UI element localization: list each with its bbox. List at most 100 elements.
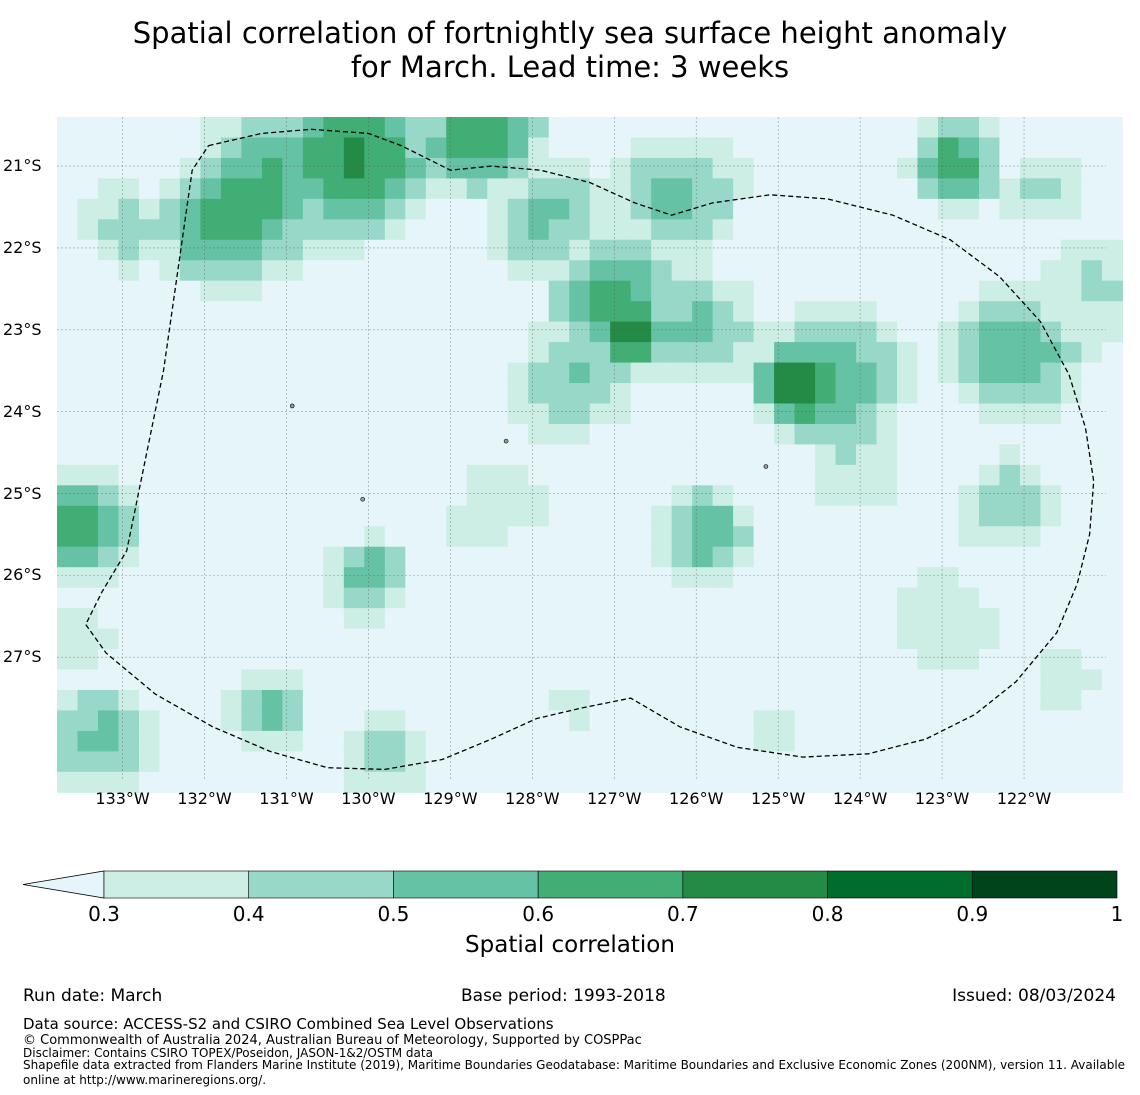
- grid-cell: [57, 362, 79, 384]
- grid-cell: [651, 710, 673, 732]
- grid-cell: [569, 689, 591, 712]
- colorbar-tick-label: 0.9: [956, 902, 989, 926]
- grid-cell: [548, 567, 570, 589]
- grid-cell: [548, 649, 570, 671]
- grid-cell: [487, 239, 509, 261]
- grid-cell: [999, 403, 1021, 425]
- grid-cell: [999, 751, 1021, 773]
- grid-cell: [97, 669, 120, 691]
- grid-cell: [425, 362, 447, 384]
- grid-cell: [138, 321, 161, 343]
- grid-cell: [138, 587, 161, 609]
- grid-cell: [856, 321, 878, 343]
- grid-cell: [856, 546, 878, 568]
- grid-cell: [323, 587, 345, 609]
- grid-cell: [1101, 321, 1123, 343]
- grid-cell: [138, 178, 161, 200]
- grid-cell: [1081, 710, 1103, 732]
- grid-cell: [138, 117, 161, 139]
- grid-cell: [671, 260, 693, 282]
- grid-cell: [999, 464, 1021, 486]
- grid-cell: [548, 730, 570, 752]
- grid-cell: [999, 485, 1021, 507]
- grid-cell: [794, 157, 816, 179]
- grid-cell: [138, 198, 161, 220]
- grid-cell: [323, 383, 345, 405]
- grid-cell: [466, 689, 488, 712]
- grid-cell: [815, 771, 837, 793]
- grid-cell: [364, 669, 386, 691]
- grid-cell: [159, 771, 181, 793]
- grid-cell: [876, 157, 898, 179]
- grid-cell: [712, 628, 734, 650]
- grid-cell: [302, 649, 324, 671]
- grid-cell: [1101, 117, 1123, 139]
- grid-cell: [938, 117, 960, 139]
- grid-cell: [466, 587, 488, 609]
- grid-cell: [528, 464, 550, 486]
- grid-cell: [528, 444, 550, 466]
- grid-cell: [528, 301, 550, 323]
- grid-cell: [815, 260, 837, 282]
- grid-cell: [200, 157, 222, 179]
- grid-cell: [57, 689, 79, 712]
- grid-cell: [159, 178, 181, 200]
- grid-cell: [856, 730, 878, 752]
- grid-cell: [1060, 751, 1083, 773]
- grid-cell: [302, 219, 324, 241]
- grid-cell: [999, 730, 1021, 752]
- grid-cell: [589, 260, 611, 282]
- grid-cell: [671, 157, 693, 179]
- grid-cell: [343, 485, 365, 507]
- grid-cell: [425, 444, 447, 466]
- grid-cell: [733, 751, 755, 773]
- grid-cell: [343, 342, 365, 364]
- grid-cell: [282, 771, 304, 793]
- grid-cell: [897, 219, 919, 241]
- grid-cell: [794, 178, 816, 200]
- grid-cell: [384, 362, 406, 384]
- grid-cell: [794, 710, 816, 732]
- grid-cell: [261, 219, 283, 241]
- grid-cell: [610, 751, 632, 773]
- grid-cell: [835, 751, 857, 773]
- grid-cell: [671, 280, 693, 302]
- grid-cell: [548, 198, 570, 220]
- grid-cell: [917, 137, 939, 159]
- grid-cell: [753, 260, 775, 282]
- grid-cell: [815, 485, 837, 507]
- grid-cell: [876, 198, 898, 220]
- grid-cell: [774, 239, 796, 261]
- grid-cell: [1101, 301, 1123, 323]
- grid-cell: [528, 321, 550, 343]
- grid-cell: [548, 505, 570, 527]
- grid-cell: [835, 526, 857, 548]
- grid-cell: [323, 669, 345, 691]
- grid-cell: [200, 444, 222, 466]
- grid-cell: [179, 280, 202, 302]
- grid-cell: [528, 239, 550, 261]
- grid-cell: [938, 710, 960, 732]
- grid-cell: [77, 383, 99, 405]
- grid-cell: [630, 628, 652, 650]
- grid-cell: [753, 546, 775, 568]
- grid-cell: [425, 649, 447, 671]
- grid-cell: [241, 260, 263, 282]
- grid-cell: [425, 771, 447, 793]
- grid-cell: [815, 464, 837, 486]
- grid-cell: [733, 423, 755, 445]
- grid-cell: [958, 423, 980, 445]
- grid-cell: [1060, 157, 1083, 179]
- grid-cell: [179, 567, 202, 589]
- grid-cell: [57, 280, 79, 302]
- grid-cell: [446, 260, 468, 282]
- grid-cell: [897, 383, 919, 405]
- grid-cell: [241, 178, 263, 200]
- grid-cell: [774, 567, 796, 589]
- grid-cell: [282, 689, 304, 712]
- grid-cell: [876, 485, 898, 507]
- grid-cell: [446, 526, 468, 548]
- grid-cell: [610, 464, 632, 486]
- grid-cell: [384, 649, 406, 671]
- grid-cell: [343, 649, 365, 671]
